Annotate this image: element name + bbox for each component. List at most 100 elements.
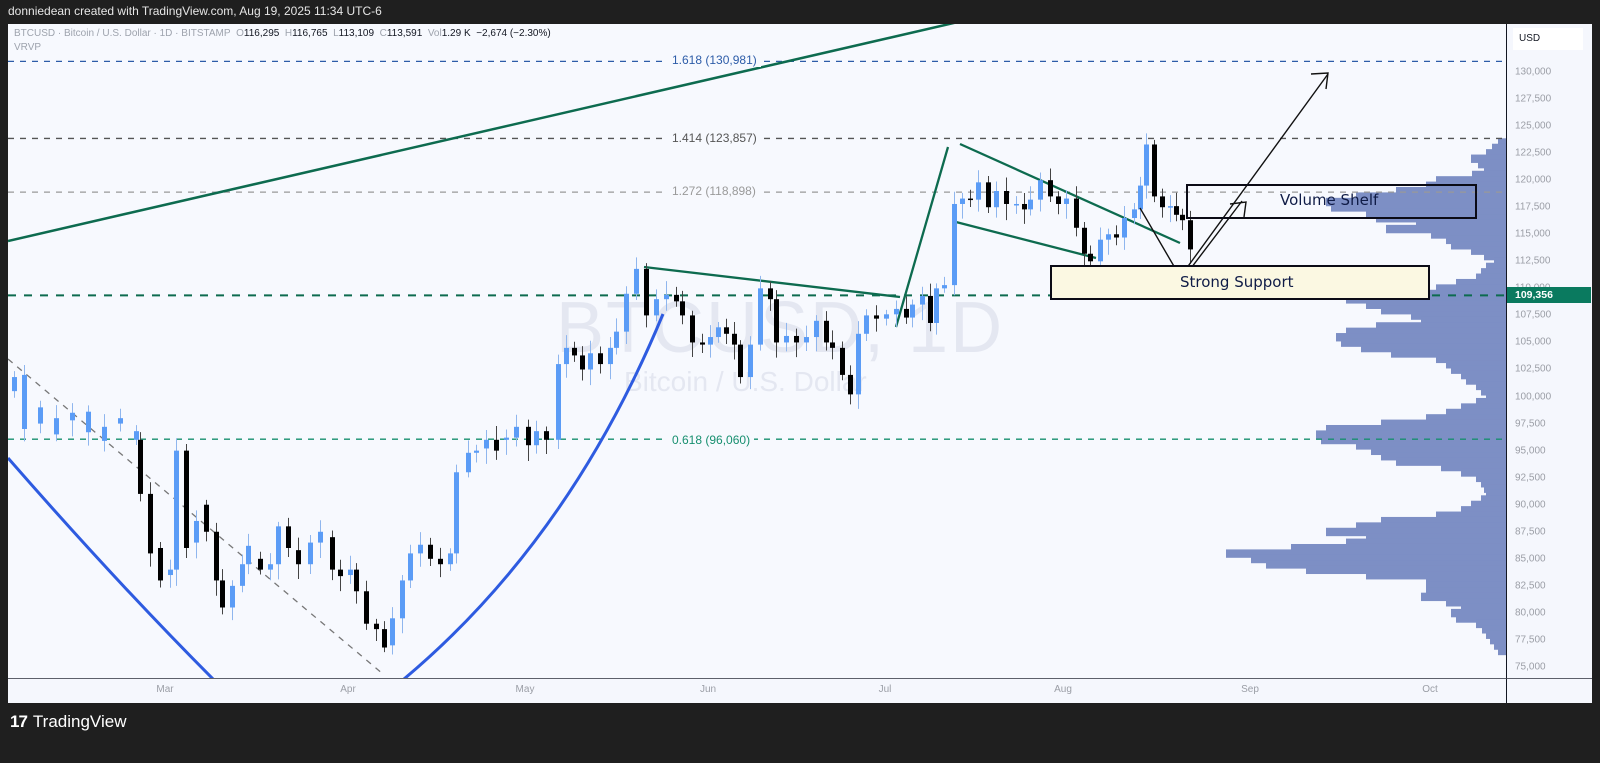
vrvp-bar xyxy=(1326,424,1506,434)
cup-left-curve xyxy=(8,457,215,678)
bullish-candle xyxy=(952,203,957,286)
bullish-candle xyxy=(1144,144,1149,186)
vrvp-bar xyxy=(1341,338,1506,347)
bullish-candle xyxy=(194,520,199,543)
vrvp-bar xyxy=(1484,484,1506,493)
bullish-candle xyxy=(38,407,43,424)
vrvp-bar xyxy=(1391,349,1506,358)
fib-1618-label: 1.618 (130,981) xyxy=(668,53,761,67)
footer-brand-text: TradingView xyxy=(32,712,127,731)
bearish-candle xyxy=(374,623,379,630)
vrvp-bar xyxy=(1371,446,1506,456)
bearish-candle xyxy=(840,347,845,375)
descending-dashed-line xyxy=(8,358,384,675)
low-value: 113,109 xyxy=(338,28,375,39)
currency-button[interactable]: USD xyxy=(1513,28,1583,50)
bearish-candle xyxy=(286,526,291,548)
price-tick: 82,500 xyxy=(1515,580,1546,592)
vrvp-bar xyxy=(1316,430,1506,439)
bearish-candle xyxy=(904,308,909,318)
time-axis[interactable]: Mar Apr May Jun Jul Aug Sep Oct xyxy=(8,678,1506,703)
vrvp-bar xyxy=(1486,262,1506,272)
bearish-candle xyxy=(732,333,737,345)
price-tick: 75,000 xyxy=(1515,661,1546,673)
legend-exchange: BITSTAMP xyxy=(181,28,231,39)
price-tick: 87,500 xyxy=(1515,526,1546,538)
volume-shelf-zone[interactable] xyxy=(1186,184,1477,219)
vrvp-bar xyxy=(1484,251,1506,261)
chart-canvas xyxy=(8,24,1506,678)
bullish-candle xyxy=(910,304,915,318)
bullish-candle xyxy=(654,299,659,316)
bearish-candle xyxy=(338,569,343,577)
bullish-candle xyxy=(942,285,947,289)
vrvp-bar xyxy=(1456,278,1506,288)
bullish-candle xyxy=(1168,206,1173,208)
vrvp-bar xyxy=(1426,576,1506,585)
bullish-candle xyxy=(230,585,235,608)
bearish-candle xyxy=(1056,196,1061,204)
bearish-candle xyxy=(1048,180,1053,197)
bearish-candle xyxy=(680,301,685,316)
vrvp-bar xyxy=(1476,619,1506,629)
price-tick: 95,000 xyxy=(1515,445,1546,457)
price-tick: 125,000 xyxy=(1515,120,1552,132)
bullish-candle xyxy=(86,411,91,433)
bullish-candle xyxy=(534,431,539,446)
bullish-candle xyxy=(514,426,519,438)
bearish-candle xyxy=(138,439,143,494)
bearish-candle xyxy=(968,198,973,201)
bullish-candle xyxy=(454,472,459,554)
chart-frame: BTCUSD, 1D Bitcoin / U.S. Dollar 1.618 (… xyxy=(8,24,1592,703)
vrvp-bar xyxy=(1471,500,1506,510)
fib-0618-label: 0.618 (96,060) xyxy=(668,433,755,447)
bearish-candle xyxy=(330,537,335,570)
bullish-candle xyxy=(22,374,27,429)
vrvp-bar xyxy=(1381,419,1506,428)
vrvp-bar xyxy=(1436,511,1506,520)
bearish-candle xyxy=(674,294,679,302)
vrvp-bar xyxy=(1436,354,1506,364)
cup-right-curve xyxy=(402,313,665,678)
bearish-candle xyxy=(1022,203,1027,210)
vrvp-bar xyxy=(1451,365,1506,374)
symbol-legend[interactable]: BTCUSD · Bitcoin / U.S. Dollar · 1D · BI… xyxy=(14,28,551,39)
price-tick: 90,000 xyxy=(1515,499,1546,511)
vrvp-bar xyxy=(1266,560,1506,569)
price-axis[interactable]: USD 130,000 127,500 125,000 122,500 120,000 1… xyxy=(1506,24,1592,678)
vrvp-bar xyxy=(1472,170,1506,180)
bullish-candle xyxy=(318,531,323,543)
bullish-candle xyxy=(804,337,809,343)
vrvp-bar xyxy=(1376,322,1506,331)
vrvp-indicator-label[interactable]: VRVP xyxy=(14,42,42,53)
change-value: −2,674 (−2.30%) xyxy=(476,28,551,39)
vrvp-bar xyxy=(1381,516,1506,526)
bearish-candle xyxy=(700,342,705,345)
bullish-candle xyxy=(408,553,413,581)
bearish-candle xyxy=(1188,220,1193,250)
vrvp-bar xyxy=(1381,305,1506,315)
bullish-candle xyxy=(448,553,453,565)
vrvp-bar xyxy=(1361,343,1506,353)
vrvp-bar xyxy=(1421,316,1506,326)
vrvp-bar xyxy=(1326,197,1506,207)
chart-pane[interactable]: BTCUSD, 1D Bitcoin / U.S. Dollar 1.618 (… xyxy=(8,24,1506,678)
time-tick: Apr xyxy=(340,684,356,695)
vrvp-bar xyxy=(1356,441,1506,450)
legend-symbol: BTCUSD xyxy=(14,28,56,39)
vrvp-bar xyxy=(1386,224,1506,234)
vrvp-bar xyxy=(1366,571,1506,580)
bearish-candle xyxy=(428,544,433,559)
vrvp-bar xyxy=(1498,138,1506,147)
vrvp-bar xyxy=(1306,565,1506,575)
bullish-candle xyxy=(418,544,423,554)
price-tick: 112,500 xyxy=(1515,255,1551,267)
bullish-candle xyxy=(276,526,281,565)
bullish-candle xyxy=(624,293,629,332)
strong-support-zone[interactable] xyxy=(1050,265,1430,300)
bearish-candle xyxy=(738,344,743,378)
vrvp-bar xyxy=(1336,333,1506,342)
price-tick: 80,000 xyxy=(1515,607,1546,619)
time-tick: Jun xyxy=(699,684,717,695)
bearish-candle xyxy=(354,569,359,592)
